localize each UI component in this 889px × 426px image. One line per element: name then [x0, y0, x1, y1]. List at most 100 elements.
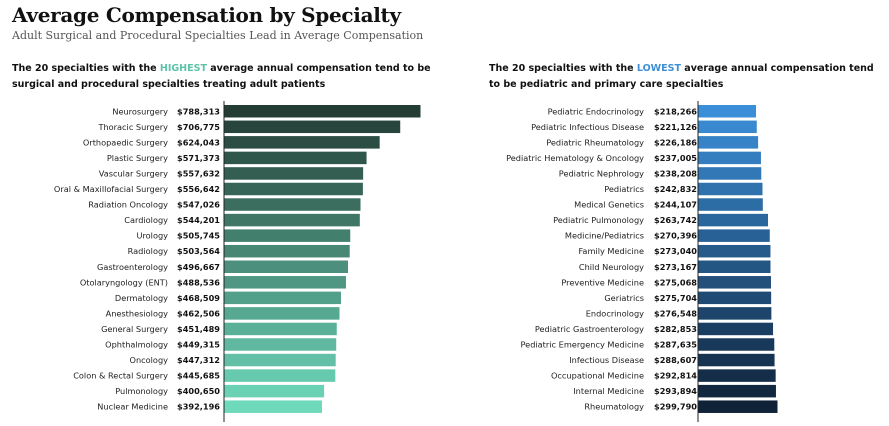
- right-bar: [698, 213, 769, 227]
- left-category-label: Colon & Rectal Surgery: [73, 371, 168, 381]
- right-category-label: Medicine/Pediatrics: [565, 231, 644, 241]
- left-category-label: Pulmonology: [115, 386, 168, 396]
- left-value-label: $445,685: [177, 371, 220, 381]
- left-value-label: $505,745: [177, 231, 220, 241]
- left-category-label: Otolaryngology (ENT): [80, 277, 168, 287]
- left-value-label: $571,373: [177, 153, 220, 163]
- right-value-label: $292,814: [654, 371, 697, 381]
- right-bar: [698, 400, 778, 413]
- left-category-label: Oncology: [130, 355, 169, 365]
- left-value-label: $392,196: [177, 402, 220, 412]
- left-category-label: Urology: [136, 231, 168, 241]
- right-category-label: Pediatric Emergency Medicine: [521, 340, 644, 350]
- left-value-label: $451,489: [177, 324, 220, 334]
- right-category-label: Rheumatology: [584, 402, 644, 412]
- left-bar: [224, 369, 336, 382]
- right-category-label: Preventive Medicine: [561, 277, 644, 287]
- right-bar: [698, 105, 757, 118]
- chart-subtitle: Adult Surgical and Procedural Specialtie…: [12, 29, 424, 42]
- left-value-label: $488,536: [177, 277, 220, 287]
- left-value-label: $447,312: [177, 355, 220, 365]
- right-category-label: Pediatric Nephrology: [559, 168, 644, 178]
- right-value-label: $242,832: [654, 184, 697, 194]
- right-value-label: $275,068: [654, 277, 697, 287]
- right-category-label: Pediatric Hematology & Oncology: [506, 153, 644, 163]
- right-value-label: $270,396: [654, 231, 697, 241]
- left-bar: [224, 151, 367, 165]
- right-heading-post: average annual compensation tend to be p…: [489, 63, 874, 90]
- left-category-label: Dermatology: [115, 293, 168, 303]
- right-category-label: Pediatrics: [604, 184, 644, 194]
- right-category-label: Geriatrics: [604, 293, 644, 303]
- left-value-label: $557,632: [177, 168, 220, 178]
- right-value-label: $273,167: [654, 262, 697, 272]
- right-bar: [698, 260, 771, 273]
- left-bar: [224, 338, 337, 351]
- right-panel-heading: The 20 specialties with the LOWEST avera…: [489, 61, 885, 93]
- left-bar: [224, 291, 341, 305]
- left-bar: [224, 276, 346, 289]
- right-category-label: Endocrinology: [586, 308, 644, 318]
- left-heading-highlight: HIGHEST: [159, 63, 207, 74]
- right-category-label: Pediatric Gastroenterology: [535, 324, 644, 334]
- left-value-label: $462,506: [177, 308, 220, 318]
- left-category-label: Vascular Surgery: [99, 168, 168, 178]
- left-value-label: $503,564: [177, 246, 220, 256]
- left-bar: [224, 229, 351, 242]
- left-bar: [224, 260, 348, 273]
- left-value-label: $706,775: [177, 122, 220, 132]
- left-bar: [224, 384, 325, 398]
- right-category-label: Pediatric Rheumatology: [546, 137, 644, 147]
- right-category-label: Occupational Medicine: [551, 371, 644, 381]
- right-value-label: $293,894: [654, 386, 697, 396]
- right-bar: [698, 307, 772, 320]
- left-bar: [224, 167, 364, 180]
- left-value-label: $496,667: [177, 262, 220, 272]
- left-bar: [224, 136, 380, 149]
- right-value-label: $226,186: [654, 137, 697, 147]
- chart-title: Average Compensation by Specialty: [12, 3, 401, 27]
- left-bar: [224, 198, 361, 211]
- left-value-label: $449,315: [177, 340, 220, 350]
- left-category-label: Radiology: [128, 246, 168, 256]
- left-heading-pre: The 20 specialties with the: [12, 63, 160, 74]
- right-bar: [698, 338, 775, 351]
- right-value-label: $218,266: [654, 106, 697, 116]
- right-category-label: Family Medicine: [578, 246, 644, 256]
- right-value-label: $221,126: [654, 122, 697, 132]
- right-bar: [698, 182, 763, 196]
- left-value-label: $400,650: [177, 386, 220, 396]
- left-category-label: Gastroenterology: [97, 262, 168, 272]
- left-category-label: Thoracic Surgery: [97, 122, 168, 132]
- right-heading-highlight: LOWEST: [636, 63, 681, 74]
- right-category-label: Pediatric Pulmonology: [553, 215, 644, 225]
- left-value-label: $468,509: [177, 293, 220, 303]
- left-bar: [224, 213, 360, 227]
- right-category-label: Child Neurology: [579, 262, 644, 272]
- right-bar: [698, 276, 771, 289]
- left-bar: [224, 307, 340, 320]
- left-bar: [224, 322, 337, 336]
- right-category-label: Pediatric Infectious Disease: [531, 122, 644, 132]
- left-category-label: General Surgery: [101, 324, 168, 334]
- right-value-label: $244,107: [654, 200, 697, 210]
- right-bar: [698, 151, 761, 165]
- left-bar: [224, 244, 350, 258]
- left-category-label: Orthopaedic Surgery: [83, 137, 168, 147]
- right-bar: [698, 369, 776, 382]
- left-value-label: $547,026: [177, 200, 220, 210]
- left-category-label: Nuclear Medicine: [97, 402, 168, 412]
- right-bar: [698, 353, 775, 367]
- right-category-label: Pediatric Endocrinology: [548, 106, 645, 116]
- right-value-label: $299,790: [654, 402, 697, 412]
- right-category-label: Infectious Disease: [569, 355, 644, 365]
- right-value-label: $282,853: [654, 324, 697, 334]
- right-value-label: $287,635: [654, 340, 697, 350]
- left-value-label: $556,642: [177, 184, 220, 194]
- left-value-label: $788,313: [177, 106, 220, 116]
- left-category-label: Plastic Surgery: [107, 153, 168, 163]
- right-bar: [698, 244, 771, 258]
- right-bar: [698, 384, 776, 398]
- left-bar: [224, 105, 421, 118]
